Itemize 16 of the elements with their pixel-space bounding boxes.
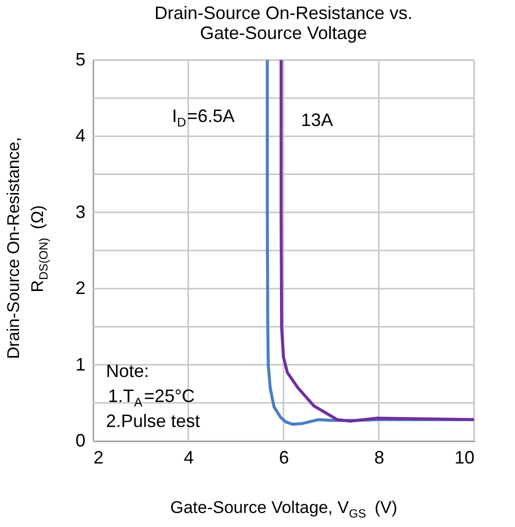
y-tick-label: 2: [75, 278, 86, 298]
text: Gate-Source Voltage: [200, 23, 368, 43]
y-tick-label: 0: [75, 430, 86, 450]
y-tick-label: 1: [75, 354, 86, 374]
y-tick-label: 4: [75, 126, 86, 146]
y-tick-label: 5: [75, 50, 86, 70]
x-tick-label: 10: [454, 448, 474, 468]
text: Drain-Source On-Resistance,: [4, 137, 23, 360]
text: Drain-Source On-Resistance vs.: [154, 3, 413, 23]
annotation: 13A: [301, 110, 334, 130]
x-tick-label: 6: [278, 448, 290, 468]
x-tick-label: 8: [374, 448, 384, 468]
text: RDS(ON) (Ω): [28, 205, 50, 292]
x-tick-label: 4: [184, 448, 194, 468]
y-tick-label: 3: [75, 202, 86, 222]
x-tick-label: 2: [94, 448, 104, 468]
